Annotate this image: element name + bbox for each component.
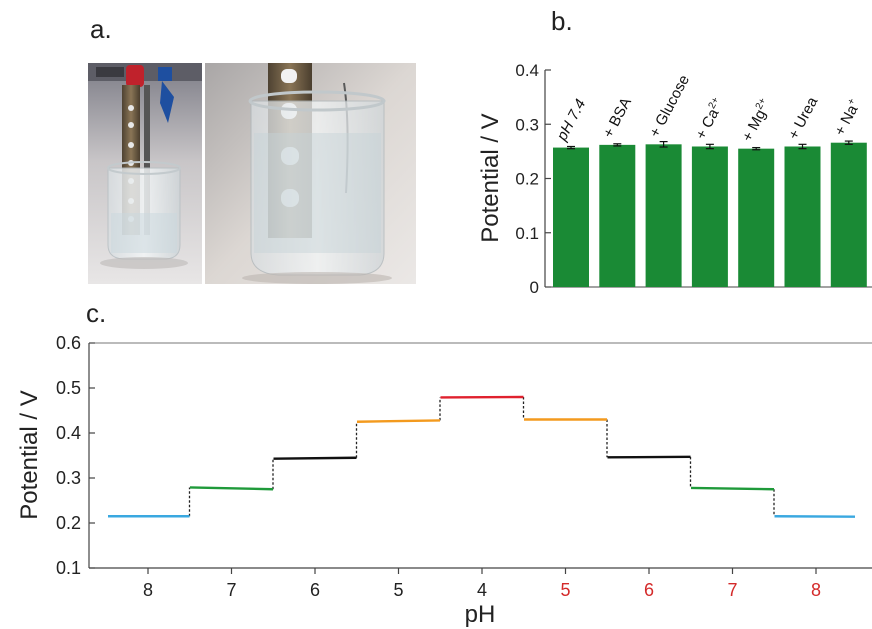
bar bbox=[830, 142, 867, 287]
bar-category-label: + BSA bbox=[600, 95, 635, 141]
bar bbox=[553, 147, 589, 287]
bar bbox=[645, 144, 682, 287]
bar-category-label-text: + Urea bbox=[785, 94, 822, 143]
step-chart-y-tick-label: 0.5 bbox=[56, 378, 81, 398]
bar-category-label: + Glucose bbox=[646, 72, 693, 140]
step-chart-x-label: pH bbox=[465, 601, 496, 628]
bar-chart-category-labels: pH 7.4 + BSA + Glucose + Ca2++ Mg2+ + Urea + … bbox=[553, 72, 864, 144]
step-chart-x-tick-label: 4 bbox=[477, 580, 487, 600]
panel-label-b: b. bbox=[551, 6, 573, 36]
step-chart-frame bbox=[88, 342, 872, 569]
photo-illustration bbox=[88, 63, 416, 284]
step-chart-steps bbox=[108, 395, 856, 518]
step-segment bbox=[189, 486, 274, 491]
step-chart-x-tick-label: 6 bbox=[644, 580, 654, 600]
bar-category-label: + Na+ bbox=[830, 96, 864, 138]
step-chart-x-tick-label: 5 bbox=[393, 580, 403, 600]
step-chart-x-tick-label: 5 bbox=[560, 580, 570, 600]
bar-chart-axes bbox=[544, 70, 872, 288]
bar-chart-y-tick-label: 0.3 bbox=[515, 115, 539, 134]
step-chart-y-tick-label: 0.4 bbox=[56, 423, 81, 443]
step-segment bbox=[273, 456, 357, 460]
bar-category-label-superscript: 2+ bbox=[707, 95, 722, 110]
bar bbox=[691, 146, 728, 287]
photo-right bbox=[205, 63, 416, 284]
bar-category-label: + Ca2+ bbox=[692, 95, 728, 142]
bar bbox=[738, 148, 775, 287]
step-chart-x-tick-label: 8 bbox=[143, 580, 153, 600]
photo-panel bbox=[88, 63, 416, 284]
panel-label-c: c. bbox=[86, 298, 107, 328]
bar-category-label-text: + Ca bbox=[692, 105, 722, 142]
bar-chart-y-tick-label: 0.1 bbox=[515, 224, 539, 243]
bar bbox=[599, 144, 636, 287]
step-chart-y-label: Potential / V bbox=[16, 390, 43, 519]
bar-category-label: + Urea bbox=[785, 94, 822, 143]
bar-chart-error-bars bbox=[567, 140, 853, 151]
bar-category-label-superscript: 2+ bbox=[754, 96, 769, 111]
bar-chart-y-label: Potential / V bbox=[477, 113, 504, 242]
step-segment bbox=[356, 419, 441, 423]
bar-category-label-text: + BSA bbox=[600, 95, 635, 141]
step-chart-y-tick-label: 0.3 bbox=[56, 468, 81, 488]
step-chart-x-tick-label: 7 bbox=[727, 580, 737, 600]
bar-category-label: pH 7.4 bbox=[553, 96, 589, 144]
step-chart-y-tick-label: 0.2 bbox=[56, 513, 81, 533]
bar-chart-y-tick-label: 0.2 bbox=[515, 170, 539, 189]
bar-category-label-text: pH 7.4 bbox=[553, 96, 589, 144]
bar-chart-bars bbox=[553, 142, 867, 287]
bar-category-label: + Mg2+ bbox=[738, 96, 775, 144]
step-chart-connectors bbox=[188, 397, 775, 517]
bar bbox=[784, 146, 821, 287]
step-chart-y-tick-label: 0.1 bbox=[56, 558, 81, 578]
bar-category-label-superscript: + bbox=[846, 96, 859, 106]
step-chart-x-tick-label: 8 bbox=[811, 580, 821, 600]
step-chart-x-ticks: 8 7 6 5 4 5 6 7 8 bbox=[143, 568, 821, 600]
bar-chart-y-ticks: 0 0.1 0.2 0.3 0.4 bbox=[515, 61, 551, 297]
bar-chart-y-tick-label: 0.4 bbox=[515, 61, 539, 80]
photo-left bbox=[88, 63, 202, 284]
bar-category-label-text: + Na bbox=[831, 102, 861, 139]
bar-category-label-text: + Glucose bbox=[646, 72, 693, 140]
step-chart-y-tick-label: 0.6 bbox=[56, 333, 81, 353]
panel-label-a: a. bbox=[90, 14, 112, 44]
step-chart-x-tick-label: 6 bbox=[310, 580, 320, 600]
step-chart-x-tick-label: 7 bbox=[226, 580, 236, 600]
step-chart-y-ticks: 0.1 0.2 0.3 0.4 0.5 0.6 bbox=[56, 333, 95, 578]
step-segment bbox=[690, 486, 775, 491]
bar-chart-y-tick-label: 0 bbox=[530, 278, 539, 297]
bar-category-label-text: + Mg bbox=[739, 107, 770, 145]
